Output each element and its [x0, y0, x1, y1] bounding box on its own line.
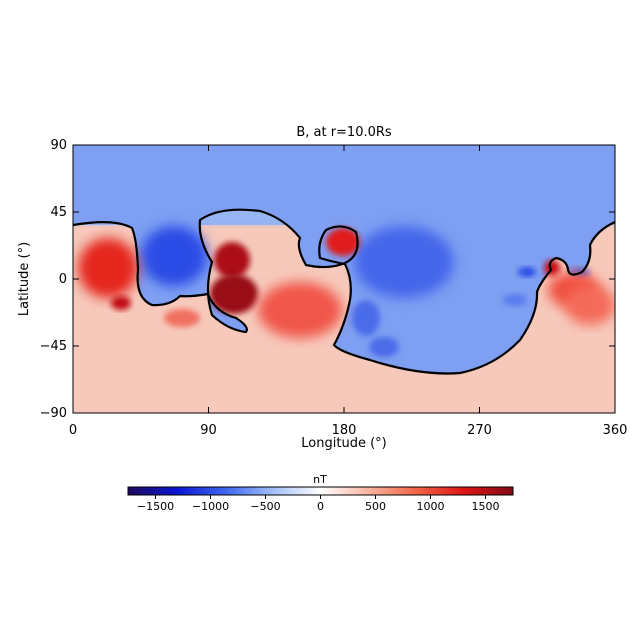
colorbar-tick-label: 1500 — [472, 500, 500, 513]
colorbar-tick-label: 500 — [365, 500, 386, 513]
x-tick-label: 360 — [603, 423, 628, 438]
y-axis-label: Latitude (°) — [17, 242, 32, 316]
y-tick-label: 0 — [59, 272, 67, 287]
positive-core-b — [210, 274, 258, 314]
positive-core-a — [214, 242, 250, 278]
map-field — [73, 145, 615, 413]
positive-spot-d — [164, 309, 200, 327]
y-tick-label: −90 — [40, 406, 67, 421]
colorbar-tick-label: −1500 — [137, 500, 174, 513]
colorbar-ticks: −1500 −1000 −500 0 500 1000 1500 — [137, 495, 500, 513]
y-tick-label: 90 — [50, 138, 67, 153]
positive-core-loop — [326, 228, 360, 256]
x-tick-label: 180 — [332, 423, 357, 438]
negative-core-west — [141, 226, 207, 286]
x-axis-label: Longitude (°) — [301, 436, 386, 451]
colorbar-label: nT — [313, 473, 327, 486]
positive-spot-west — [111, 296, 131, 310]
x-tick-label: 270 — [467, 423, 492, 438]
positive-core-east2 — [565, 285, 615, 325]
x-tick-label: 0 — [69, 423, 77, 438]
colorbar-tick-label: 1000 — [417, 500, 445, 513]
colorbar-tick-label: −500 — [250, 500, 280, 513]
negative-core-south — [352, 300, 380, 336]
positive-core-c — [258, 282, 342, 338]
negative-core-central — [354, 226, 454, 298]
neutral-line-west — [73, 208, 615, 375]
colorbar — [127, 486, 514, 496]
y-tick-label: 45 — [50, 205, 67, 220]
colorbar-tick-label: −1000 — [192, 500, 229, 513]
negative-spot-east — [518, 267, 536, 277]
negative-spot-east2 — [503, 294, 527, 306]
chart-title: B, at r=10.0Rs — [296, 125, 392, 140]
x-tick-label: 90 — [200, 423, 217, 438]
negative-polarity-region — [73, 145, 615, 374]
colorbar-tick-label: 0 — [317, 500, 324, 513]
x-axis: 0 90 180 270 360 — [69, 145, 628, 438]
positive-core-west — [78, 238, 138, 298]
y-tick-label: −45 — [40, 339, 67, 354]
positive-spot-east — [544, 260, 560, 276]
y-axis: 90 45 0 −45 −90 — [40, 138, 615, 421]
negative-core-south2 — [369, 337, 399, 357]
